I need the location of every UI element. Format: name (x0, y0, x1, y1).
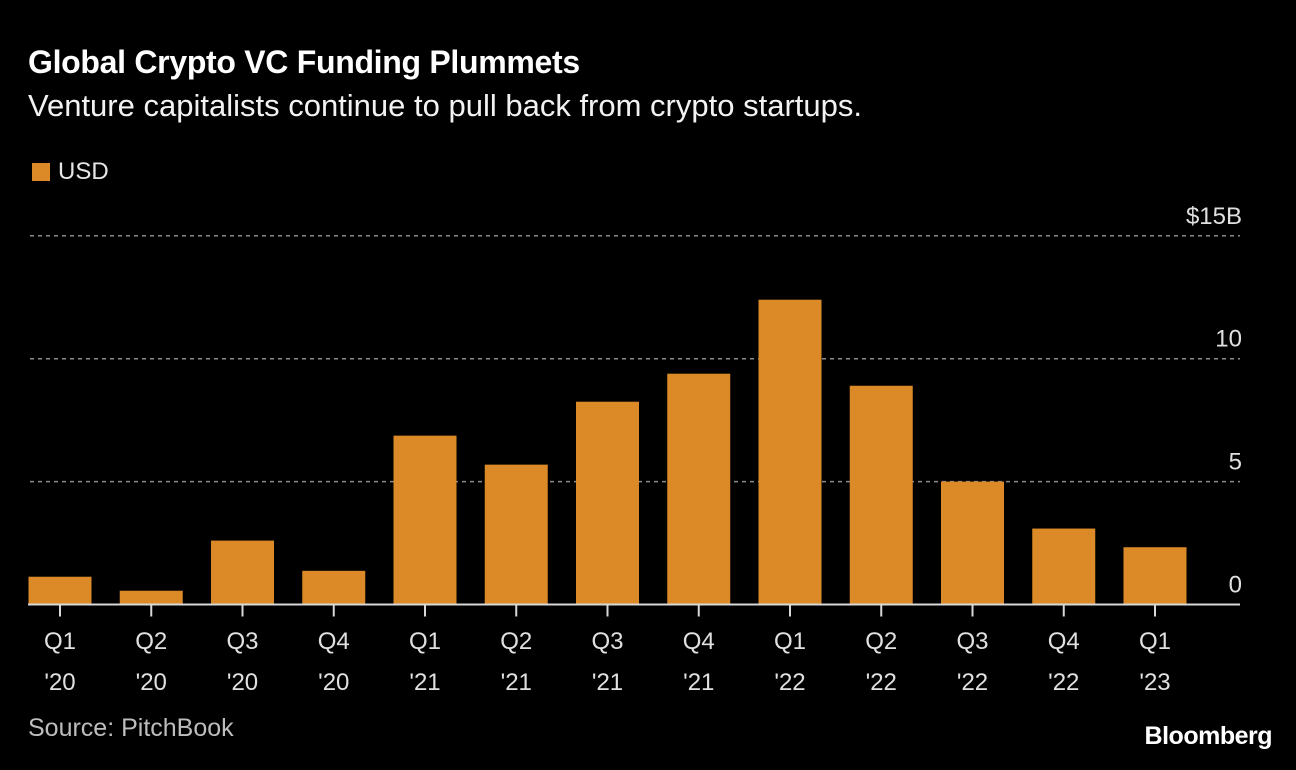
bar (119, 590, 183, 605)
y-tick-label: 5 (1229, 449, 1242, 476)
x-tick-label-quarter: Q1 (774, 628, 806, 655)
x-tick-label-year: '20 (44, 669, 75, 696)
x-tick-label-quarter: Q3 (591, 628, 623, 655)
x-tick-label-year: '22 (957, 669, 988, 696)
legend-swatch-usd (32, 163, 50, 181)
x-tick-label-year: '22 (1048, 669, 1079, 696)
x-tick-label-year: '20 (227, 669, 258, 696)
x-tick-label-quarter: Q1 (409, 628, 441, 655)
bar (758, 299, 822, 605)
bar (576, 401, 639, 605)
x-tick-label-year: '23 (1139, 669, 1170, 696)
x-tick-label-quarter: Q1 (44, 628, 76, 655)
chart-title: Global Crypto VC Funding Plummets (28, 44, 580, 80)
x-tick-label-year: '21 (592, 669, 623, 696)
x-tick-label-year: '20 (318, 669, 349, 696)
legend: USD (32, 158, 109, 186)
x-tick-label-quarter: Q1 (1139, 628, 1171, 655)
x-tick-label-quarter: Q2 (135, 628, 167, 655)
bar (393, 435, 457, 605)
x-tick-label-quarter: Q4 (683, 628, 715, 655)
bar (667, 373, 731, 605)
y-tick-label: 10 (1215, 326, 1242, 353)
y-tick-label: $15B (1186, 203, 1242, 230)
bar (211, 540, 274, 605)
x-tick-label-year: '22 (866, 669, 897, 696)
bar (302, 570, 366, 605)
bar (849, 385, 913, 605)
y-tick-label: 0 (1229, 572, 1242, 599)
x-tick-label-year: '20 (136, 669, 167, 696)
x-tick-label-year: '21 (409, 669, 440, 696)
legend-label-usd: USD (58, 158, 109, 185)
bloomberg-logo: Bloomberg (1144, 722, 1273, 750)
x-tick-label-year: '22 (774, 669, 805, 696)
x-tick-label-quarter: Q3 (226, 628, 258, 655)
source-note: Source: PitchBook (28, 714, 234, 742)
bar (28, 576, 92, 605)
bar (1123, 547, 1187, 605)
x-tick-label-quarter: Q3 (956, 628, 988, 655)
x-tick-label-year: '21 (683, 669, 714, 696)
x-tick-label-quarter: Q4 (1048, 628, 1080, 655)
x-tick-label-quarter: Q4 (318, 628, 350, 655)
x-tick-label-year: '21 (501, 669, 532, 696)
x-tick-label-quarter: Q2 (500, 628, 532, 655)
bar (941, 481, 1004, 605)
bar (484, 464, 548, 605)
bar (1032, 528, 1096, 605)
x-tick-label-quarter: Q2 (865, 628, 897, 655)
chart-subtitle: Venture capitalists continue to pull bac… (28, 88, 862, 123)
